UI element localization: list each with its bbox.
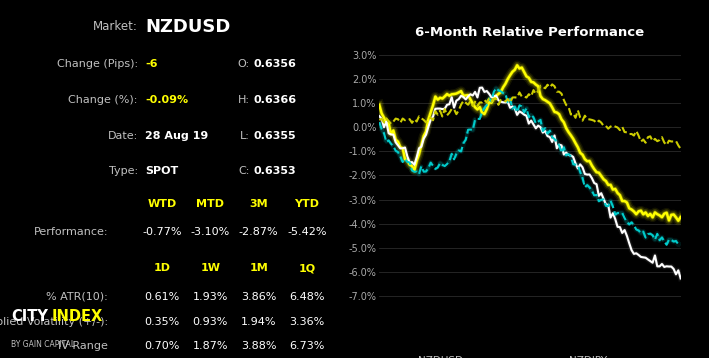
Text: -3.10%: -3.10% — [191, 227, 230, 237]
Text: 0.6353: 0.6353 — [253, 166, 296, 176]
Text: Implied Volatility (+/-):: Implied Volatility (+/-): — [0, 317, 108, 327]
Text: Performance:: Performance: — [33, 227, 108, 237]
Text: NZDUSD: NZDUSD — [418, 356, 464, 358]
Text: -6: -6 — [145, 59, 157, 69]
Text: 0.93%: 0.93% — [193, 317, 228, 327]
Text: 1M: 1M — [250, 263, 268, 273]
Text: 1D: 1D — [153, 263, 170, 273]
Text: 0.6356: 0.6356 — [253, 59, 296, 69]
Text: 6.73%: 6.73% — [289, 341, 325, 351]
Text: NZDJPY: NZDJPY — [569, 356, 608, 358]
Text: IV Range: IV Range — [58, 341, 108, 351]
Text: SPOT: SPOT — [145, 166, 179, 176]
Text: INDEX: INDEX — [52, 309, 104, 324]
Text: WTD: WTD — [147, 199, 177, 209]
Text: 3.86%: 3.86% — [241, 292, 277, 302]
Text: 1.93%: 1.93% — [193, 292, 228, 302]
Title: 6-Month Relative Performance: 6-Month Relative Performance — [415, 26, 644, 39]
Text: MTD: MTD — [196, 199, 224, 209]
Text: 1.94%: 1.94% — [241, 317, 277, 327]
Text: -5.42%: -5.42% — [287, 227, 327, 237]
Text: C:: C: — [238, 166, 250, 176]
Text: 3.88%: 3.88% — [241, 341, 277, 351]
Text: 3.36%: 3.36% — [289, 317, 325, 327]
Text: L:: L: — [240, 131, 250, 141]
Text: 3M: 3M — [250, 199, 268, 209]
Text: 1Q: 1Q — [298, 263, 316, 273]
Text: 28 Aug 19: 28 Aug 19 — [145, 131, 208, 141]
Text: Market:: Market: — [93, 20, 138, 33]
Text: 1.87%: 1.87% — [193, 341, 228, 351]
Text: 0.70%: 0.70% — [144, 341, 179, 351]
Text: Change (%):: Change (%): — [68, 95, 138, 105]
Text: 0.61%: 0.61% — [145, 292, 179, 302]
Text: -2.87%: -2.87% — [239, 227, 279, 237]
Text: 1W: 1W — [201, 263, 220, 273]
Text: 0.6355: 0.6355 — [253, 131, 296, 141]
Text: Date:: Date: — [108, 131, 138, 141]
Text: CITY: CITY — [11, 309, 48, 324]
Text: YTD: YTD — [294, 199, 320, 209]
Text: -0.77%: -0.77% — [143, 227, 182, 237]
Text: NZDUSD: NZDUSD — [145, 18, 230, 36]
Text: -0.09%: -0.09% — [145, 95, 189, 105]
Text: 0.35%: 0.35% — [145, 317, 179, 327]
Text: O:: O: — [238, 59, 250, 69]
Text: 6.48%: 6.48% — [289, 292, 325, 302]
Text: H:: H: — [238, 95, 250, 105]
Text: 0.6366: 0.6366 — [253, 95, 296, 105]
Text: % ATR(10):: % ATR(10): — [46, 292, 108, 302]
Text: Type:: Type: — [108, 166, 138, 176]
Text: Change (Pips):: Change (Pips): — [57, 59, 138, 69]
Text: BY GAIN CAPITAL: BY GAIN CAPITAL — [11, 340, 75, 349]
